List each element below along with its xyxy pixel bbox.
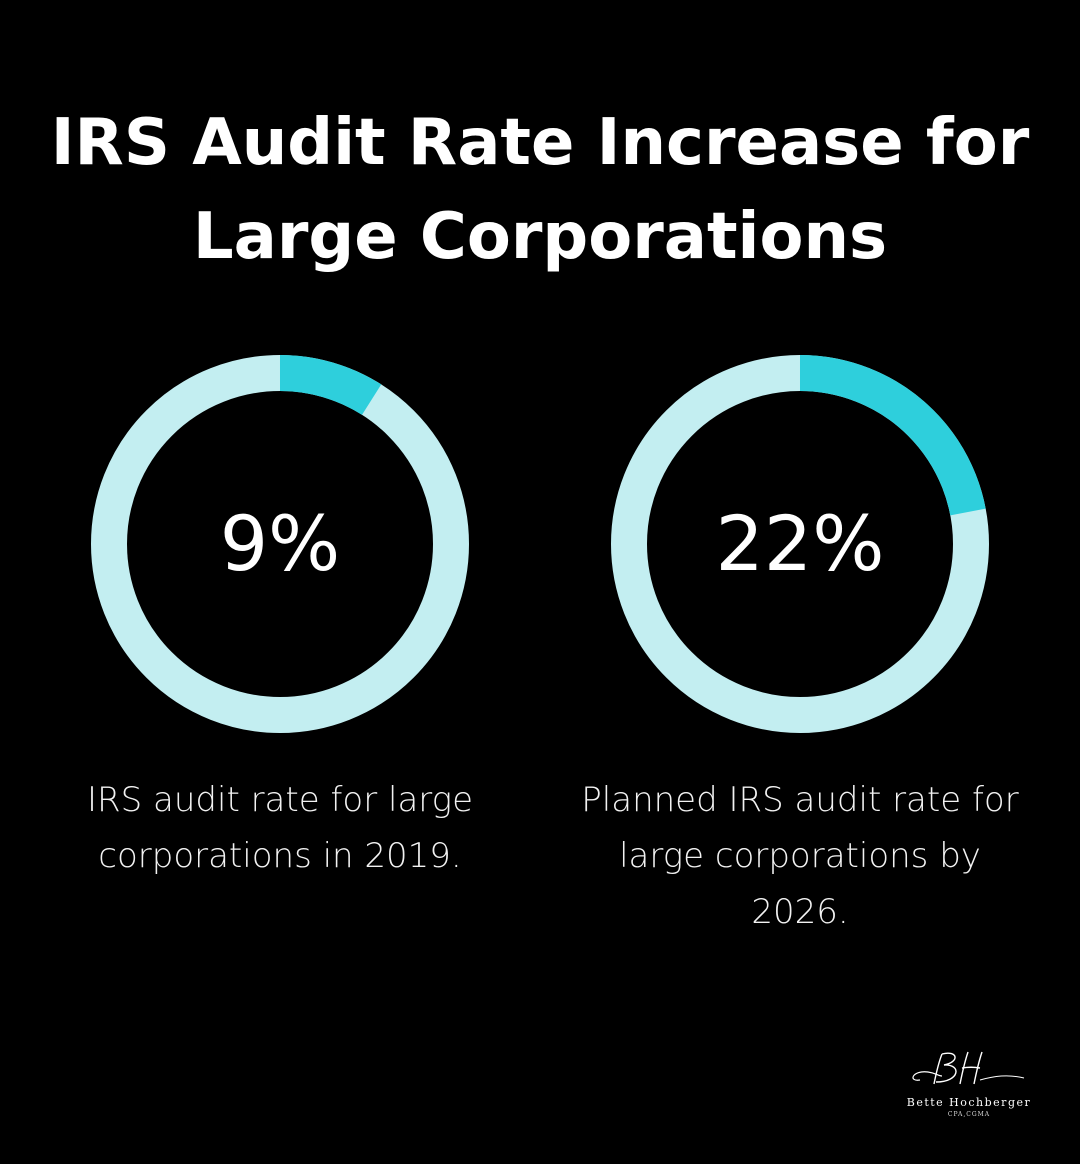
logo-credentials-text: CPA,CGMA xyxy=(947,1111,991,1118)
caption-2026-line-3: 2026. xyxy=(751,892,849,932)
donut-percent-label-2019: 9% xyxy=(220,499,341,588)
donut-svg-2026: 22% xyxy=(611,355,989,733)
caption-2019: IRS audit rate for large corporations in… xyxy=(50,772,510,884)
donut-value-arc-2019 xyxy=(279,355,382,416)
title-line-1: IRS Audit Rate Increase for xyxy=(50,106,1030,180)
caption-2019-line-2: corporations in 2019. xyxy=(98,836,462,876)
page-title: IRS Audit Rate Increase for Large Corpor… xyxy=(0,96,1080,284)
brand-logo: Bette Hochberger CPA,CGMA xyxy=(898,1046,1040,1126)
donut-percent-label-2026: 22% xyxy=(716,499,885,588)
caption-2019-line-1: IRS audit rate for large xyxy=(86,780,473,820)
caption-2026-line-2: large corporations by xyxy=(619,836,981,876)
title-line-2: Large Corporations xyxy=(192,200,888,274)
donut-value-arc-2026 xyxy=(799,355,986,516)
donut-chart-2026: 22% xyxy=(610,354,990,734)
donut-svg-2019: 9% xyxy=(91,355,469,733)
logo-monogram-icon xyxy=(912,1051,1025,1085)
caption-2026-line-1: Planned IRS audit rate for xyxy=(581,780,1019,820)
donut-chart-2019: 9% xyxy=(90,354,470,734)
logo-name-text: Bette Hochberger xyxy=(906,1096,1032,1109)
caption-2026: Planned IRS audit rate for large corpora… xyxy=(570,772,1030,940)
